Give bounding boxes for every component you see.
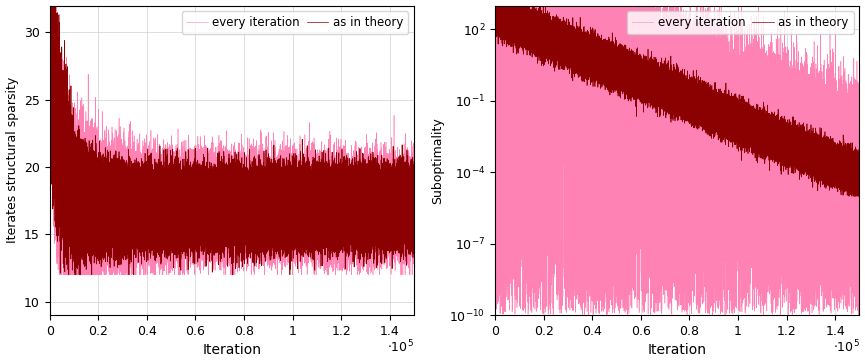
Legend: every iteration, as in theory: every iteration, as in theory <box>627 12 854 34</box>
Text: $\cdot10^5$: $\cdot10^5$ <box>833 338 860 355</box>
every iteration <box>79 130 89 135</box>
every iteration <box>221 191 232 195</box>
every iteration <box>804 313 815 317</box>
Legend: every iteration, as in theory: every iteration, as in theory <box>182 12 408 34</box>
Text: $\cdot10^5$: $\cdot10^5$ <box>388 338 414 355</box>
every iteration <box>145 172 156 176</box>
Y-axis label: Suboptimality: Suboptimality <box>431 117 444 204</box>
as in theory <box>145 185 156 190</box>
as in theory <box>171 235 182 239</box>
every iteration <box>524 19 535 24</box>
every iteration <box>504 61 515 65</box>
every iteration <box>44 3 54 8</box>
every iteration <box>617 142 627 146</box>
X-axis label: Iteration: Iteration <box>202 343 261 358</box>
X-axis label: Iteration: Iteration <box>648 343 707 358</box>
Line: every iteration: every iteration <box>49 5 414 275</box>
as in theory <box>409 211 420 215</box>
as in theory <box>79 177 89 181</box>
Line: as in theory: as in theory <box>49 5 414 275</box>
every iteration <box>591 3 601 8</box>
as in theory <box>843 194 854 198</box>
every iteration <box>490 32 500 37</box>
as in theory <box>666 94 676 99</box>
every iteration <box>171 195 182 200</box>
every iteration <box>409 190 420 194</box>
as in theory <box>617 68 627 73</box>
Line: every iteration: every iteration <box>495 5 860 315</box>
as in theory <box>829 155 839 160</box>
as in theory <box>490 3 500 8</box>
Y-axis label: Iterates structural sparsity: Iterates structural sparsity <box>5 77 18 244</box>
Line: as in theory: as in theory <box>495 5 860 196</box>
as in theory <box>64 273 74 277</box>
as in theory <box>490 10 500 14</box>
every iteration <box>666 78 676 82</box>
as in theory <box>504 28 515 33</box>
every iteration <box>490 3 500 8</box>
as in theory <box>591 56 601 61</box>
every iteration <box>855 192 865 197</box>
as in theory <box>383 207 394 212</box>
as in theory <box>44 3 54 8</box>
as in theory <box>855 184 865 188</box>
every iteration <box>829 197 839 201</box>
every iteration <box>59 150 69 154</box>
as in theory <box>524 41 535 45</box>
as in theory <box>221 219 232 223</box>
as in theory <box>59 117 69 121</box>
every iteration <box>54 273 65 277</box>
every iteration <box>383 219 394 224</box>
